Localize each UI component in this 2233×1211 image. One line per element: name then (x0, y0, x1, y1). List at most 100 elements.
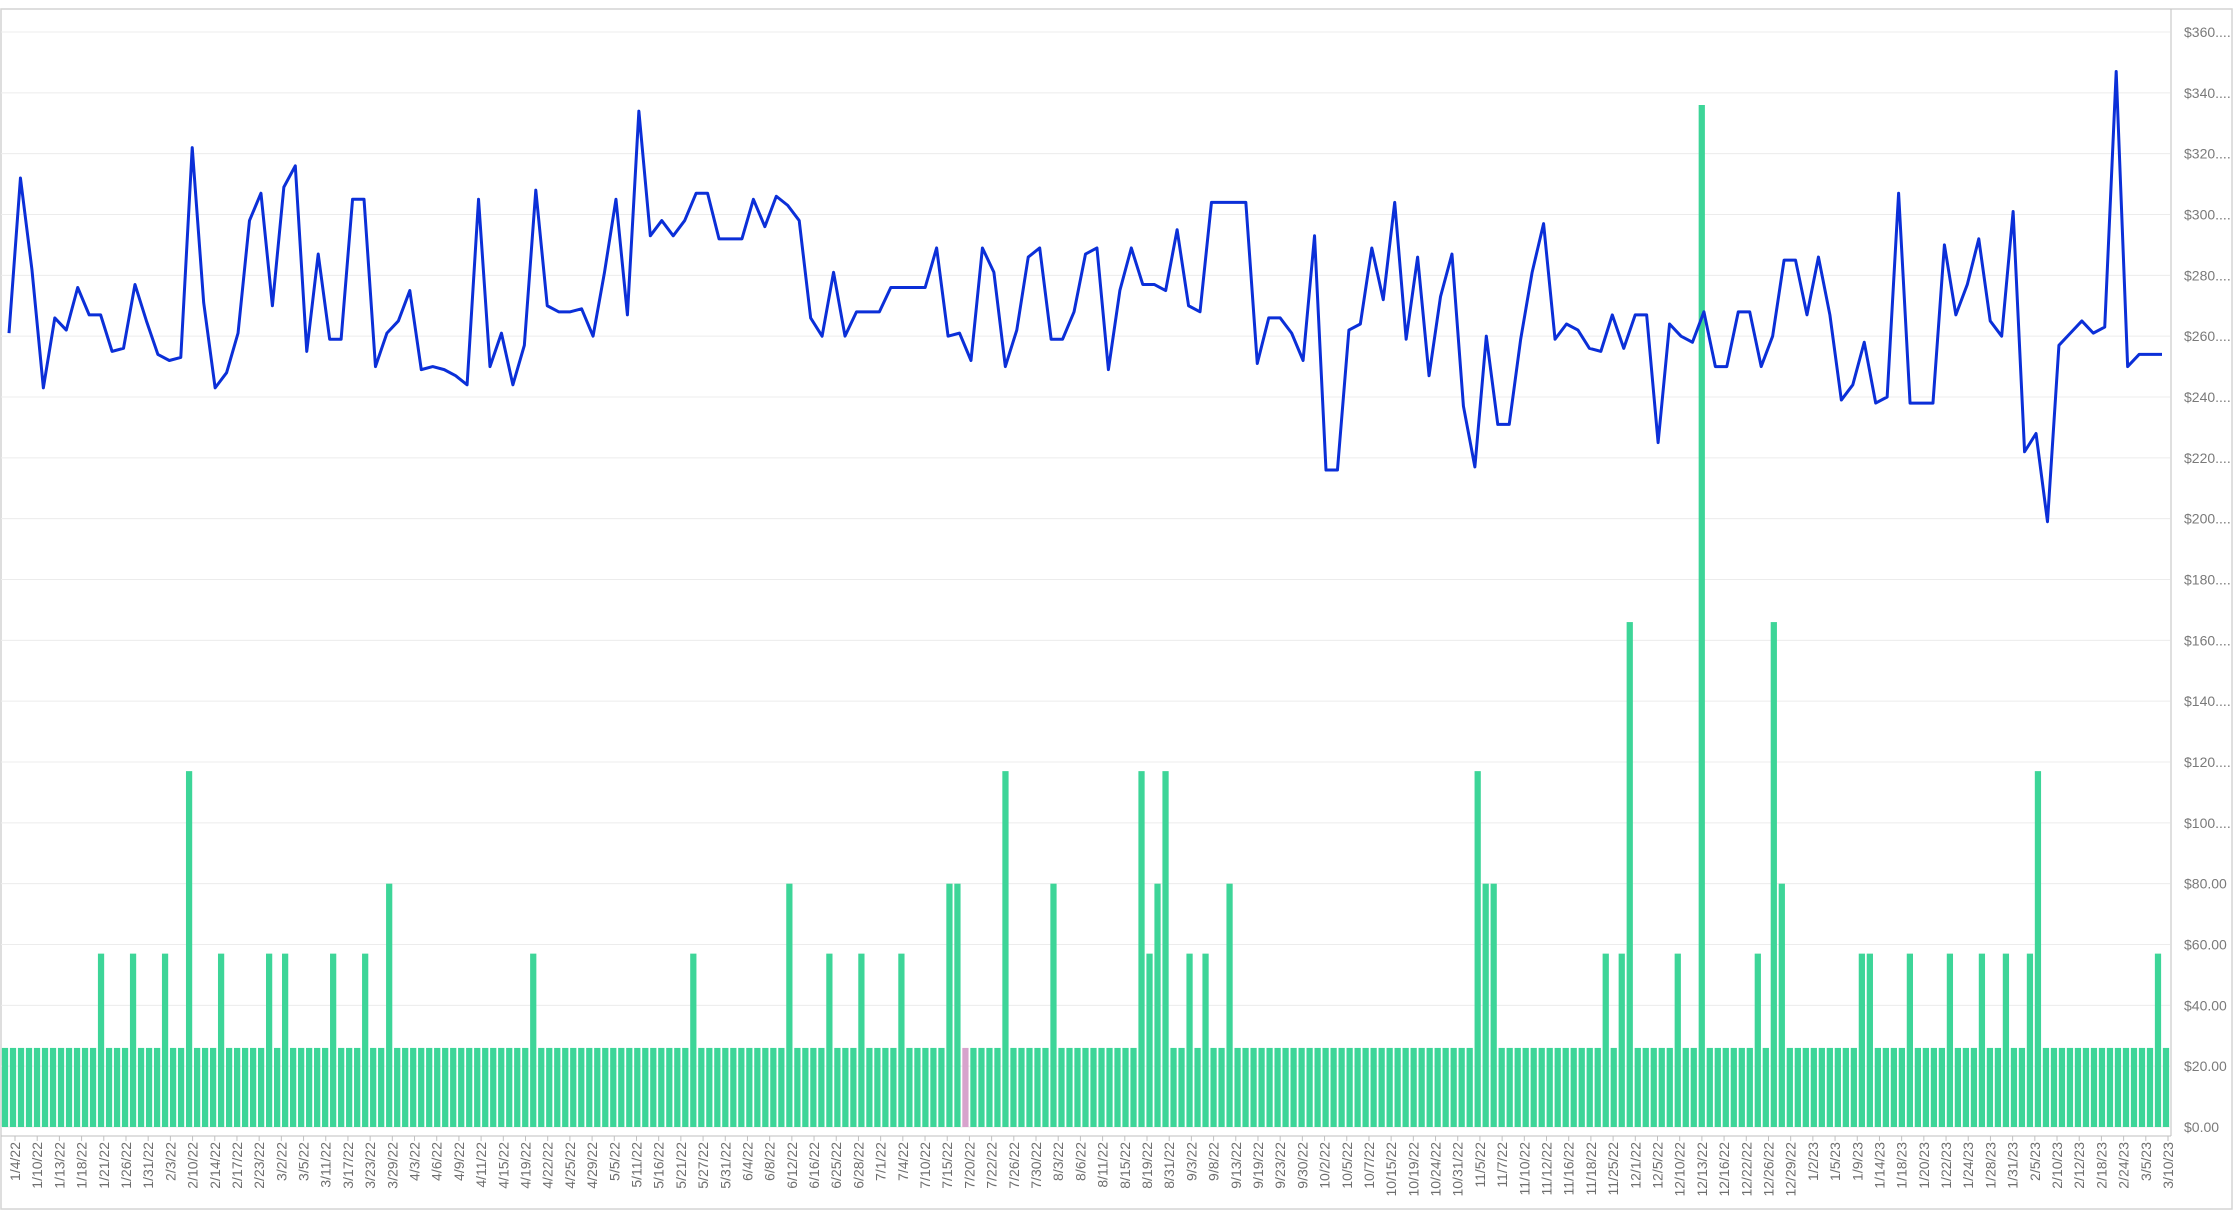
bar (1650, 1047, 1657, 1127)
bar (426, 1047, 433, 1127)
bar (49, 1047, 57, 1127)
bar (362, 953, 369, 1128)
y-tick-label: $280.... (2184, 267, 2231, 283)
bar (1306, 1047, 1313, 1127)
bar (1178, 1047, 1185, 1127)
bar (562, 1047, 569, 1127)
x-tick-label: 12/5/22 (1649, 1142, 1665, 1189)
bar (2122, 1047, 2130, 1127)
x-tick-label: 4/25/22 (562, 1142, 578, 1189)
bar (2106, 1047, 2114, 1127)
x-tick-label: 2/12/23 (2071, 1142, 2087, 1189)
bar (25, 1047, 33, 1127)
bar (2050, 1047, 2058, 1127)
bar (1450, 1047, 1457, 1127)
bar (1378, 1047, 1385, 1127)
bar (1570, 1047, 1577, 1127)
bar (2002, 953, 2010, 1128)
x-tick-label: 1/4/22 (7, 1142, 23, 1181)
bar (266, 953, 273, 1128)
x-tick-label: 10/24/22 (1428, 1142, 1444, 1197)
bar (1514, 1047, 1521, 1127)
axes (1, 9, 2172, 1137)
bar (2058, 1047, 2066, 1127)
bar (1338, 1047, 1345, 1127)
bar (2090, 1047, 2098, 1127)
x-tick-label: 6/16/22 (806, 1142, 822, 1189)
x-tick-label: 4/22/22 (540, 1142, 556, 1189)
bar (89, 1047, 97, 1127)
bar (1458, 1047, 1465, 1127)
bar (1770, 622, 1777, 1127)
x-tick-label: 7/1/22 (873, 1142, 889, 1181)
x-tick-label: 6/28/22 (850, 1142, 866, 1189)
bar (1978, 953, 1986, 1128)
bar (2042, 1047, 2050, 1127)
x-tick-label: 5/16/22 (651, 1142, 667, 1189)
plot-frame (0, 8, 2233, 1210)
bar (1666, 1047, 1673, 1127)
bar (1394, 1047, 1401, 1127)
x-tick-label: 9/30/22 (1294, 1142, 1310, 1189)
bar (1954, 1047, 1962, 1127)
bar (225, 1047, 233, 1127)
x-tick-label: 12/16/22 (1716, 1142, 1732, 1197)
bar (1130, 1047, 1137, 1127)
x-tick-label: 7/30/22 (1028, 1142, 1044, 1189)
bar (842, 1047, 849, 1127)
bar (1226, 883, 1233, 1127)
bar (97, 953, 105, 1128)
x-tick-label: 11/10/22 (1516, 1142, 1532, 1196)
bar (538, 1047, 545, 1127)
x-tick-label: 12/13/22 (1694, 1142, 1710, 1197)
x-tick-label: 1/18/23 (1894, 1142, 1910, 1189)
bar (1090, 1047, 1097, 1127)
bar (706, 1047, 713, 1127)
bar (938, 1047, 945, 1127)
bar (1522, 1047, 1529, 1127)
bar (1098, 1047, 1105, 1127)
bar (2010, 1047, 2018, 1127)
bar (1602, 953, 1609, 1128)
bar (898, 953, 905, 1128)
x-tick-label: 4/11/22 (473, 1142, 489, 1188)
x-tick-label: 11/12/22 (1539, 1142, 1555, 1196)
bar (1010, 1047, 1017, 1127)
bar (1698, 105, 1705, 1127)
bar (1562, 1047, 1569, 1127)
bar (1314, 1047, 1321, 1127)
y-tick-label: $100.... (2184, 815, 2231, 831)
bar (2114, 1047, 2122, 1127)
bar (546, 1047, 553, 1127)
bar (33, 1047, 41, 1127)
bar (1786, 1047, 1793, 1127)
bar (1482, 883, 1489, 1127)
x-tick-label: 2/3/22 (162, 1142, 178, 1181)
bar (666, 1047, 673, 1127)
bar (290, 1047, 297, 1127)
x-tick-label: 12/22/22 (1738, 1142, 1754, 1197)
bar (1162, 771, 1169, 1128)
y-tick-label: $40.00 (2184, 997, 2227, 1013)
bar (354, 1047, 361, 1127)
bar (1826, 1047, 1833, 1127)
bar (1970, 1047, 1978, 1127)
x-tick-label: 11/25/22 (1605, 1142, 1621, 1196)
x-tick-label: 9/8/22 (1206, 1142, 1222, 1181)
bar (674, 1047, 681, 1127)
x-tick-label: 7/15/22 (939, 1142, 955, 1189)
bar (1986, 1047, 1994, 1127)
y-tick-label: $180.... (2184, 572, 2231, 588)
line-series (7, 70, 2162, 524)
bar (626, 1047, 633, 1127)
x-tick-label: 1/22/23 (1938, 1142, 1954, 1189)
x-tick-label: 3/10/23 (2160, 1142, 2176, 1189)
bar (1922, 1047, 1930, 1127)
x-tick-label: 3/2/22 (273, 1142, 289, 1181)
bar (594, 1047, 601, 1127)
bar (498, 1047, 505, 1127)
x-tick-label: 11/16/22 (1561, 1142, 1577, 1196)
bar (490, 1047, 497, 1127)
x-tick-label: 5/31/22 (717, 1142, 733, 1189)
